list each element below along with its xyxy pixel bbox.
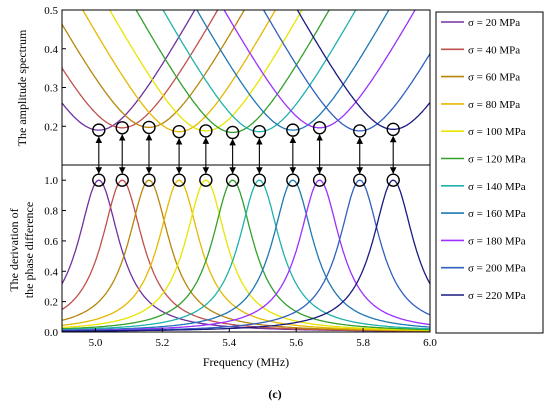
top-curve-7 xyxy=(162,10,357,133)
top-curve-1 xyxy=(62,10,196,131)
bottom-curve-3 xyxy=(62,179,430,332)
top-curve-10 xyxy=(262,10,430,132)
dip-marker-10 xyxy=(353,124,367,138)
dip-marker-7 xyxy=(252,124,267,139)
x-tick-label: 5.0 xyxy=(89,337,103,349)
peak-marker-3 xyxy=(142,173,156,187)
peak-marker-1 xyxy=(92,173,106,187)
dip-marker-5 xyxy=(199,124,213,138)
peak-marker-4 xyxy=(172,173,186,187)
top-y-tick-label: 0.2 xyxy=(44,121,58,133)
top-y-axis-label: The amplitude spectrum xyxy=(15,29,29,146)
bottom-y-axis-label-line-1: The derivation of xyxy=(7,208,21,291)
figure-label: (c) xyxy=(268,387,281,401)
legend: σ = 20 MPa σ = 40 MPa σ = 60 MPa σ = 80 MPa… xyxy=(441,17,526,302)
x-tick-label: 5.6 xyxy=(289,337,303,349)
legend-label-7: σ = 140 MPa xyxy=(468,181,526,193)
top-y-tick-label: 0.3 xyxy=(44,83,58,95)
legend-label-8: σ = 160 MPa xyxy=(468,208,526,220)
bottom-y-axis-label-line-2: the phase difference xyxy=(22,202,36,298)
legend-label-5: σ = 100 MPa xyxy=(468,126,526,138)
x-tick-label: 5.4 xyxy=(222,337,236,349)
legend-label-6: σ = 120 MPa xyxy=(468,154,526,166)
bottom-curve-8 xyxy=(62,179,430,331)
bottom-curve-10 xyxy=(62,179,430,332)
bottom-curve-9 xyxy=(62,179,430,332)
bottom-curve-5 xyxy=(62,179,430,331)
x-tick-label: 6.0 xyxy=(423,337,437,349)
peak-marker-9 xyxy=(312,173,327,187)
top-curve-3 xyxy=(62,10,246,129)
dip-marker-11 xyxy=(386,122,400,137)
bottom-curve-6 xyxy=(62,179,430,331)
peak-marker-6 xyxy=(225,173,240,187)
bottom-y-axis: 0.0 0.2 0.4 0.6 0.8 1.0 xyxy=(44,175,66,339)
bottom-curve-11 xyxy=(62,179,430,332)
legend-label-10: σ = 200 MPa xyxy=(468,263,526,275)
peak-marker-8 xyxy=(286,173,300,187)
dip-marker-2 xyxy=(115,121,129,135)
bottom-curve-1 xyxy=(62,179,430,332)
bottom-curve-7 xyxy=(62,179,430,331)
legend-label-11: σ = 220 MPa xyxy=(468,290,526,302)
bottom-y-tick-label: 0.8 xyxy=(44,206,58,218)
bottom-curve-2 xyxy=(62,179,430,332)
bottom-y-tick-label: 1.0 xyxy=(44,175,58,187)
dip-marker-8 xyxy=(286,123,300,137)
legend-label-1: σ = 20 MPa xyxy=(468,17,520,29)
legend-label-4: σ = 80 MPa xyxy=(468,99,520,111)
plot-frame xyxy=(61,9,431,333)
peak-marker-7 xyxy=(252,173,267,187)
legend-label-2: σ = 40 MPa xyxy=(468,44,520,56)
x-tick-label: 5.2 xyxy=(155,337,169,349)
peak-marker-10 xyxy=(353,173,367,187)
dip-marker-6 xyxy=(225,125,240,140)
bottom-y-tick-label: 0.6 xyxy=(44,236,58,248)
x-axis: 5.0 5.2 5.4 5.6 5.8 6.0 xyxy=(89,328,437,349)
top-curve-4 xyxy=(82,10,277,133)
top-curve-5 xyxy=(108,10,303,132)
top-curve-2 xyxy=(62,10,219,129)
x-tick-label: 5.8 xyxy=(356,337,370,349)
bottom-y-tick-label: 0.0 xyxy=(44,327,58,339)
top-curve-8 xyxy=(196,10,390,131)
peak-marker-2 xyxy=(115,173,129,187)
top-curve-6 xyxy=(135,10,330,134)
dip-marker-4 xyxy=(172,124,186,139)
bottom-curve-4 xyxy=(62,179,430,332)
bottom-y-tick-label: 0.2 xyxy=(44,297,58,309)
top-curve-9 xyxy=(223,10,416,129)
top-curve-11 xyxy=(296,10,430,130)
dip-marker-9 xyxy=(312,121,327,135)
legend-label-3: σ = 60 MPa xyxy=(468,72,520,84)
extremum-markers xyxy=(92,120,400,187)
peak-marker-11 xyxy=(386,173,400,187)
x-axis-label: Frequency (MHz) xyxy=(203,355,289,369)
legend-box xyxy=(435,11,544,334)
top-y-tick-label: 0.4 xyxy=(44,44,58,56)
top-y-axis: 0.2 0.3 0.4 0.5 xyxy=(44,5,66,133)
dip-marker-1 xyxy=(92,123,106,137)
dip-marker-3 xyxy=(142,120,156,135)
bottom-y-tick-label: 0.4 xyxy=(44,266,58,278)
peak-dip-links xyxy=(95,133,397,174)
top-y-tick-label: 0.5 xyxy=(44,5,58,17)
bottom-panel-curves xyxy=(62,179,430,332)
legend-label-9: σ = 180 MPa xyxy=(468,235,526,247)
top-panel-curves xyxy=(62,10,430,134)
peak-marker-5 xyxy=(199,173,213,187)
